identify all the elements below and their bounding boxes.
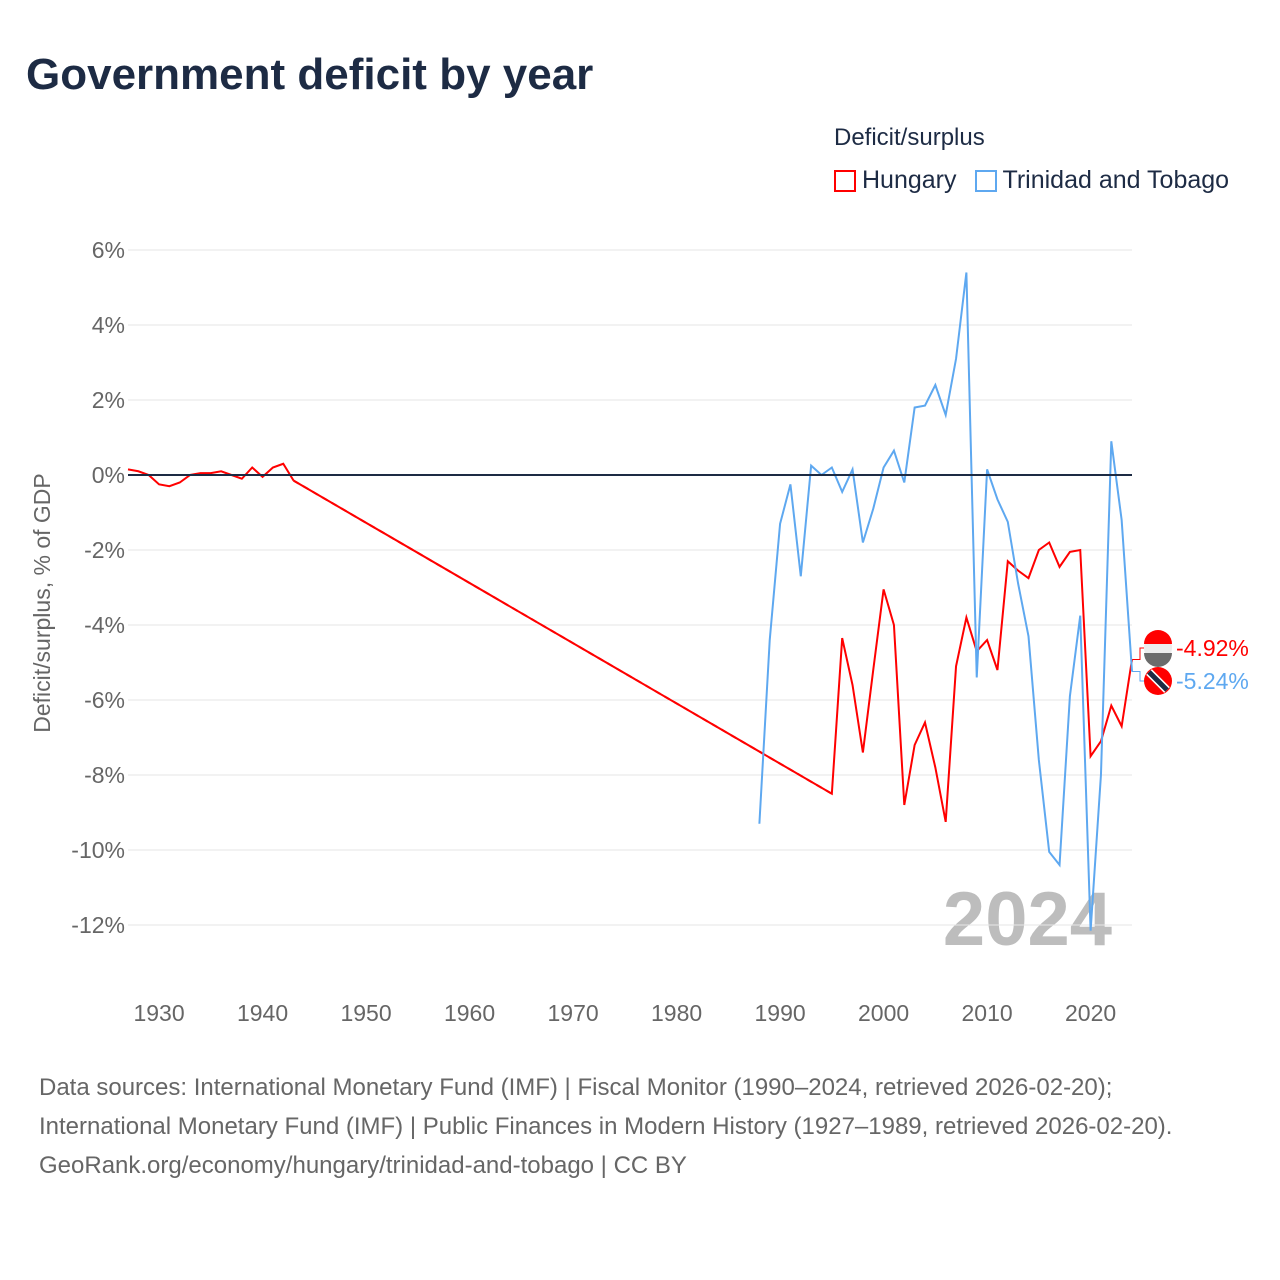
- end-value-label: -4.92%: [1176, 635, 1249, 661]
- year-watermark: 2024: [943, 877, 1112, 962]
- footer: Data sources: International Monetary Fun…: [39, 1068, 1239, 1185]
- y-tick-label: 2%: [92, 387, 125, 413]
- x-tick-label: 1980: [651, 1000, 702, 1026]
- legend: Hungary Trinidad and Tobago: [834, 166, 1229, 195]
- series-gap-line: [293, 479, 833, 795]
- series-line-trinidad-and-tobago: [758, 272, 1133, 931]
- x-tick-label: 2020: [1065, 1000, 1116, 1026]
- legend-swatch: [834, 169, 856, 192]
- x-tick-label: 1950: [340, 1000, 391, 1026]
- x-tick-label: 2000: [858, 1000, 909, 1026]
- y-tick-label: -4%: [84, 612, 125, 638]
- y-tick-label: -6%: [84, 687, 125, 713]
- line-chart: 2024 6% 4% 2% 0% -2% -4% -6% -8% -10% -12% 1930 1940…: [29, 237, 1249, 1026]
- flag-stripe: [1147, 670, 1169, 692]
- x-tick-label: 1990: [754, 1000, 805, 1026]
- source-link[interactable]: GeoRank.org/economy/hungary/trinidad-and…: [39, 1152, 687, 1179]
- y-axis-label: Deficit/surplus, % of GDP: [29, 473, 55, 732]
- legend-label: Hungary: [862, 166, 957, 194]
- x-tick-label: 1960: [444, 1000, 495, 1026]
- y-tick-label: -12%: [71, 912, 125, 938]
- x-tick-label: 1940: [237, 1000, 288, 1026]
- legend-item-trinidad[interactable]: Trinidad and Tobago: [974, 166, 1230, 195]
- y-tick-label: -10%: [71, 837, 125, 863]
- y-tick-label: -8%: [84, 762, 125, 788]
- y-tick-label: -2%: [84, 537, 125, 563]
- end-label-connector: [1132, 671, 1144, 682]
- y-tick-label: 0%: [92, 462, 125, 488]
- data-sources: Data sources: International Monetary Fun…: [39, 1074, 1173, 1140]
- series-line-hungary: [127, 462, 295, 488]
- legend-title: Deficit/surplus: [834, 124, 985, 151]
- legend-item-hungary[interactable]: Hungary: [834, 166, 957, 195]
- legend-swatch: [974, 169, 997, 192]
- chart-title: Government deficit by year: [26, 50, 594, 99]
- flag-stripe: [1144, 653, 1172, 667]
- legend-label: Trinidad and Tobago: [1002, 166, 1230, 194]
- y-tick-label: 4%: [92, 312, 125, 338]
- x-tick-label: 2010: [962, 1000, 1013, 1026]
- y-tick-label: 6%: [92, 237, 125, 263]
- end-label-connector: [1132, 647, 1144, 660]
- series-line-hungary: [293, 479, 1133, 823]
- end-value-label: -5.24%: [1176, 668, 1249, 694]
- flag-stripe: [1144, 630, 1172, 644]
- x-tick-label: 1970: [547, 1000, 598, 1026]
- x-tick-label: 1930: [133, 1000, 184, 1026]
